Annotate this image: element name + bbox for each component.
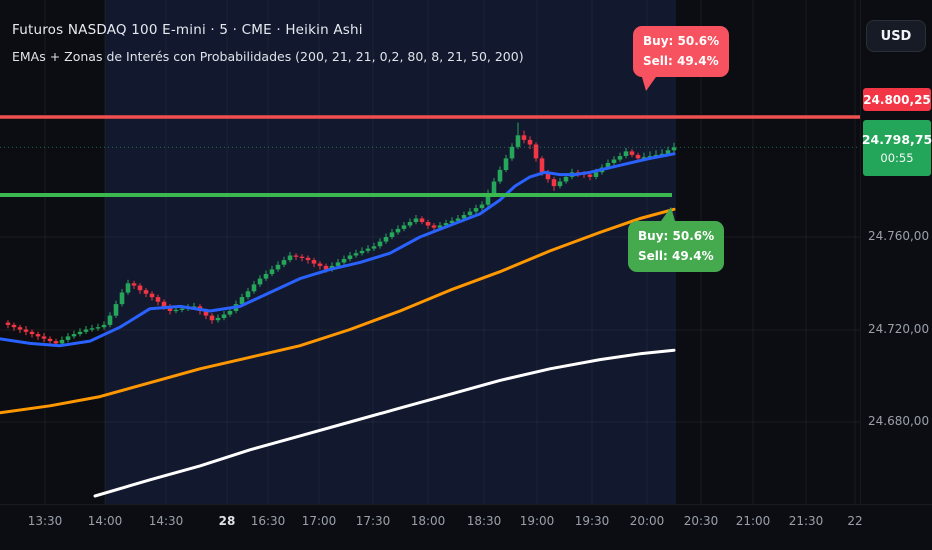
- probability-tooltip-support: Buy: 50.6% Sell: 49.4%: [628, 207, 725, 272]
- time-tick-label: 20:30: [683, 514, 719, 528]
- time-tick-label: 22: [847, 514, 863, 528]
- price-tick-label: 24.760,00: [868, 229, 930, 243]
- grid-lines: [0, 0, 860, 505]
- bar-countdown: 00:55: [880, 150, 914, 165]
- indicator-title[interactable]: EMAs + Zonas de Interés con Probabilidad…: [12, 49, 524, 64]
- time-tick-label: 21:00: [735, 514, 771, 528]
- time-tick-label: 21:30: [788, 514, 824, 528]
- time-tick-label: 14:30: [148, 514, 184, 528]
- probability-tooltip-resistance: Buy: 50.6% Sell: 49.4%: [633, 26, 730, 91]
- time-tick-label: 28: [218, 514, 236, 528]
- time-tick-label: 16:30: [250, 514, 286, 528]
- time-tick-label: 18:00: [410, 514, 446, 528]
- buy-probability-label: Buy: 50.6%: [638, 229, 715, 243]
- ema-200-line[interactable]: [93, 348, 676, 498]
- buy-probability-label: Buy: 50.6%: [643, 34, 720, 48]
- sell-probability-label: Sell: 49.4%: [643, 54, 719, 68]
- time-tick-label: 20:00: [629, 514, 665, 528]
- time-tick-label: 18:30: [466, 514, 502, 528]
- price-tick-label: 24.680,00: [868, 414, 930, 428]
- price-tick-label: 24.720,00: [868, 322, 930, 336]
- last-price-value: 24.798,75: [861, 131, 932, 147]
- chart-legend: Futuros NASDAQ 100 E-mini · 5 · CME · He…: [12, 22, 524, 64]
- resistance-price-badge: 24.800,25: [863, 88, 931, 111]
- time-tick-label: 13:30: [27, 514, 63, 528]
- time-axis[interactable]: 13:30 14:00 14:30 28 16:30 17:00 17:30 18:00 18:…: [0, 504, 932, 550]
- ema-80-line[interactable]: [0, 207, 676, 415]
- time-tick-label: 17:00: [301, 514, 337, 528]
- sell-probability-label: Sell: 49.4%: [638, 249, 714, 263]
- symbol-title[interactable]: Futuros NASDAQ 100 E-mini · 5 · CME · He…: [12, 22, 363, 38]
- currency-button[interactable]: USD: [866, 20, 926, 52]
- ema-21-line[interactable]: [0, 152, 676, 348]
- price-axis[interactable]: 24.800,25 24.798,75 00:55 24.760,00 24.72…: [860, 0, 932, 505]
- time-tick-label: 17:30: [355, 514, 391, 528]
- last-price-badge: 24.798,75 00:55: [861, 120, 932, 176]
- time-tick-label: 19:30: [574, 514, 610, 528]
- time-tick-label: 14:00: [87, 514, 123, 528]
- time-tick-label: 19:00: [519, 514, 555, 528]
